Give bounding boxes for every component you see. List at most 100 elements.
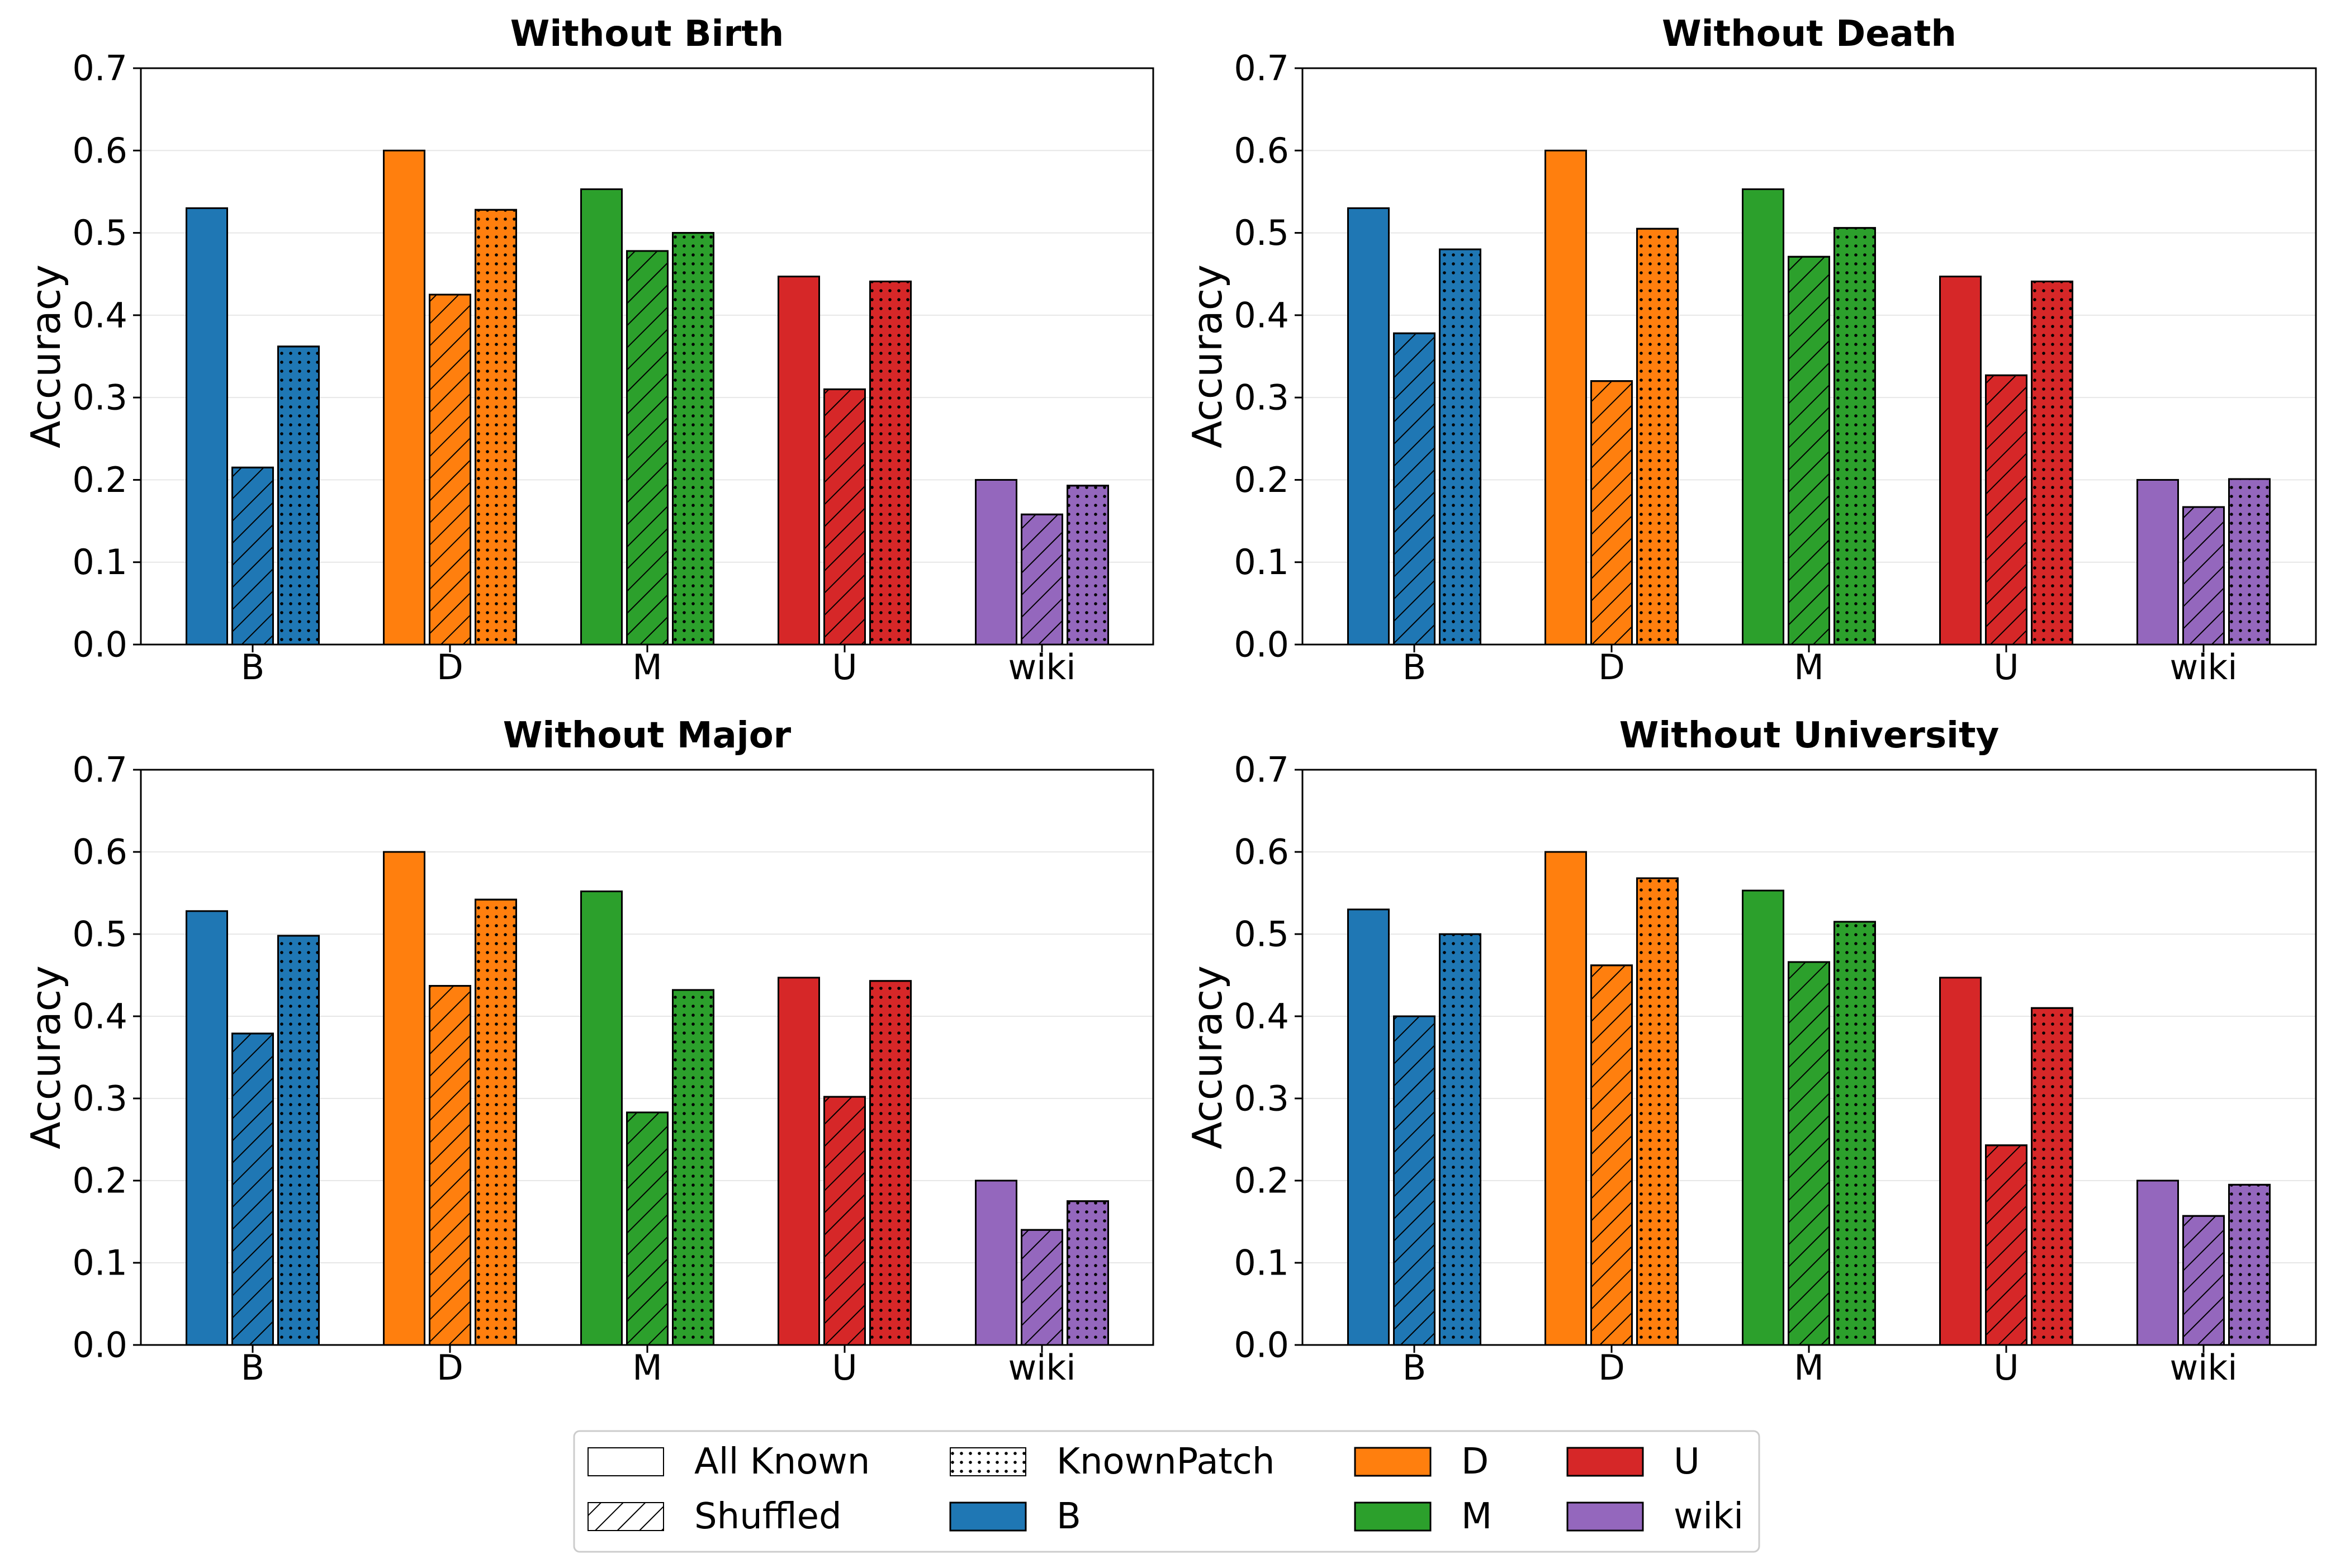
bar-U-solid [1939, 977, 1982, 1346]
bar-pattern-overlay [1393, 332, 1435, 646]
legend-swatch-overlay [588, 1502, 664, 1531]
legend-label: All Known [694, 1441, 870, 1482]
bar-pattern-overlay [1590, 964, 1633, 1346]
bar-M-solid [580, 890, 623, 1346]
x-tick-label: wiki [2169, 647, 2237, 688]
bar-D-solid [1544, 149, 1587, 646]
bar-pattern-overlay [672, 232, 714, 646]
bar-pattern-overlay [2031, 280, 2073, 646]
bar-M-solid [1742, 188, 1784, 646]
y-tick-label: 0.6 [72, 832, 127, 873]
panel-title: Without University [1619, 715, 2000, 756]
y-tick-label: 0.1 [72, 1243, 127, 1283]
bar-pattern-overlay [1985, 374, 2027, 646]
legend-label: U [1674, 1441, 1700, 1482]
x-tick-label: wiki [2169, 1347, 2237, 1388]
bar-pattern-overlay [1439, 248, 1481, 646]
y-tick-label: 0.2 [1234, 459, 1289, 500]
y-tick-label: 0.1 [72, 542, 127, 582]
y-tick-label: 0.7 [72, 48, 127, 89]
x-tick-label: M [1794, 1347, 1824, 1388]
bar-wiki-solid [2136, 1179, 2179, 1346]
y-tick-label: 0.4 [1234, 996, 1289, 1037]
y-tick-label: 0.1 [1234, 1243, 1289, 1283]
x-tick-label: D [1598, 1347, 1625, 1388]
x-tick-label: B [241, 1347, 265, 1388]
x-tick-label: U [832, 1347, 857, 1388]
x-tick-label: M [632, 647, 662, 688]
y-tick-label: 0.3 [72, 377, 127, 418]
bar-pattern-overlay [1067, 1200, 1109, 1346]
y-tick-label: 0.6 [72, 130, 127, 171]
y-tick-label: 0.5 [72, 212, 127, 253]
y-tick-label: 0.2 [72, 459, 127, 500]
bar-pattern-overlay [1439, 933, 1481, 1346]
y-tick-label: 0.7 [1234, 48, 1289, 89]
x-tick-label: B [241, 647, 265, 688]
bar-pattern-overlay [2182, 1215, 2225, 1346]
legend-label: wiki [1674, 1496, 1743, 1537]
x-tick-label: D [437, 1347, 463, 1388]
bar-M-solid [580, 188, 623, 646]
bar-pattern-overlay [672, 989, 714, 1346]
y-tick-label: 0.5 [72, 914, 127, 955]
bar-pattern-overlay [429, 985, 471, 1346]
y-tick-label: 0.4 [72, 295, 127, 335]
bar-pattern-overlay [1067, 485, 1109, 646]
bar-pattern-overlay [1636, 877, 1679, 1346]
bar-U-solid [1939, 276, 1982, 646]
bar-wiki-solid [2136, 479, 2179, 646]
bar-B-solid [1347, 207, 1390, 646]
legend-swatch-color [1566, 1501, 1644, 1532]
bar-pattern-overlay [1021, 513, 1063, 646]
bar-pattern-overlay [869, 280, 912, 646]
bar-pattern-overlay [1833, 227, 1876, 646]
y-tick-label: 0.0 [72, 624, 127, 665]
legend-label: KnownPatch [1056, 1441, 1275, 1482]
bar-pattern-overlay [2228, 1183, 2271, 1346]
bar-pattern-overlay [1590, 380, 1633, 646]
bar-pattern-overlay [1788, 255, 1830, 646]
bar-pattern-overlay [823, 388, 866, 646]
x-tick-label: U [1993, 1347, 2019, 1388]
axes-frame [1301, 67, 2317, 646]
legend-label: M [1461, 1496, 1492, 1537]
y-tick-label: 0.0 [1234, 1325, 1289, 1366]
y-tick-label: 0.6 [1234, 130, 1289, 171]
legend-swatch-color [949, 1501, 1027, 1532]
bar-pattern-overlay [1788, 961, 1830, 1346]
y-axis-label: Accuracy [1184, 264, 1231, 448]
x-tick-label: B [1403, 1347, 1427, 1388]
legend-box [573, 1430, 1760, 1553]
bar-pattern-overlay [277, 345, 320, 646]
axes-frame [1301, 769, 2317, 1346]
y-axis-label: Accuracy [1184, 965, 1231, 1149]
y-axis-label: Accuracy [22, 965, 69, 1149]
bar-pattern-overlay [2031, 1007, 2073, 1346]
x-tick-label: wiki [1008, 1347, 1076, 1388]
y-tick-label: 0.4 [1234, 295, 1289, 335]
y-tick-label: 0.2 [72, 1160, 127, 1201]
bar-pattern-overlay [1393, 1015, 1435, 1346]
bar-pattern-overlay [626, 250, 669, 646]
x-tick-label: D [1598, 647, 1625, 688]
bar-B-solid [1347, 908, 1390, 1346]
bar-pattern-overlay [475, 209, 517, 646]
legend-swatch-color [1354, 1447, 1432, 1477]
bar-pattern-overlay [1021, 1229, 1063, 1346]
bar-pattern-overlay [869, 980, 912, 1346]
legend-swatch-overlay [950, 1447, 1026, 1476]
y-tick-label: 0.1 [1234, 542, 1289, 582]
bar-wiki-solid [975, 479, 1017, 646]
y-tick-label: 0.7 [72, 750, 127, 790]
y-tick-label: 0.3 [1234, 377, 1289, 418]
y-tick-label: 0.5 [1234, 212, 1289, 253]
legend-label: Shuffled [694, 1496, 842, 1537]
legend-label: D [1461, 1441, 1489, 1482]
bar-pattern-overlay [475, 898, 517, 1346]
bar-pattern-overlay [626, 1111, 669, 1346]
x-tick-label: D [437, 647, 463, 688]
